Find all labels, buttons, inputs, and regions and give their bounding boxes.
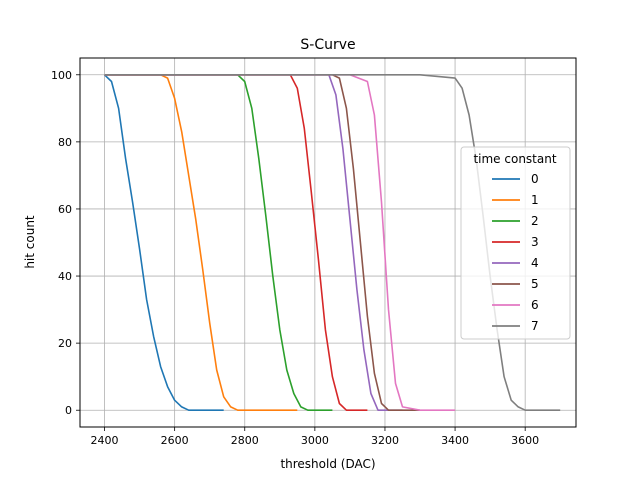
legend-label-4: 4 [531, 256, 539, 270]
legend-box [460, 146, 571, 340]
x-tick-label: 2600 [161, 434, 189, 447]
legend-items: 0 1 2 3 4 5 6 7 [492, 172, 539, 333]
chart-title: S-Curve [300, 37, 355, 53]
y-tick-label: 20 [58, 337, 72, 350]
legend-label-7: 7 [531, 319, 539, 333]
series-line-3 [104, 74, 368, 411]
x-tick-label: 2400 [91, 434, 119, 447]
y-tick-label: 60 [58, 203, 72, 216]
y-tick-label: 40 [58, 270, 72, 283]
series-line-2 [104, 74, 333, 411]
y-tick-label: 100 [51, 69, 72, 82]
legend-label-2: 2 [531, 214, 539, 228]
series-line-0 [103, 74, 224, 411]
legend-label-1: 1 [531, 193, 539, 207]
series-line-6 [104, 74, 456, 411]
x-tick-label: 3000 [301, 434, 329, 447]
series-layer [103, 74, 561, 411]
legend-title: time constant [473, 152, 556, 166]
x-tick-label: 3200 [371, 434, 399, 447]
x-tick-label: 3400 [441, 434, 469, 447]
y-tick-label: 0 [65, 404, 72, 417]
y-tick-label: 80 [58, 136, 72, 149]
y-axis-label: hit count [23, 215, 37, 269]
legend-label-0: 0 [531, 172, 539, 186]
legend-label-5: 5 [531, 277, 539, 291]
plot-frame [79, 57, 577, 428]
x-tick-label: 3600 [511, 434, 539, 447]
legend: time constant 0 1 2 3 4 5 6 7 [460, 146, 571, 340]
legend-label-3: 3 [531, 235, 539, 249]
series-line-5 [104, 74, 420, 411]
series-line-1 [104, 74, 298, 411]
legend-label-6: 6 [531, 298, 539, 312]
x-axis-label: threshold (DAC) [280, 457, 375, 471]
x-tick-label: 2800 [231, 434, 259, 447]
